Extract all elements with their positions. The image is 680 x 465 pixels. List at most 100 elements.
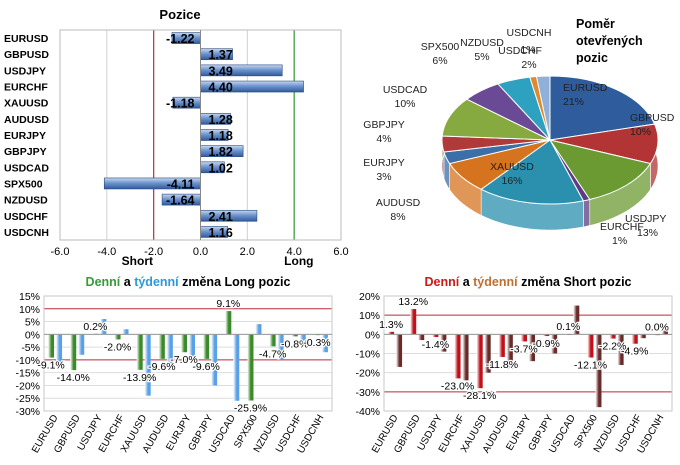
weekly-change-bar — [661, 330, 668, 335]
bar-value-label: 1.16 — [209, 226, 233, 240]
y-tick-label: -10% — [15, 355, 40, 367]
y-tick-label: 0% — [365, 329, 380, 341]
daily-change-bar — [114, 334, 121, 340]
x-tick-label: 0.0 — [193, 246, 208, 258]
data-label: 1.3% — [379, 319, 403, 331]
category-label: USDCAD — [4, 162, 49, 174]
daily-change-bar — [454, 334, 461, 379]
y-tick-label: -25% — [15, 393, 40, 405]
weekly-change-bar — [122, 329, 129, 335]
x-tick-label: 2.0 — [240, 246, 255, 258]
daily-change-bar — [225, 311, 232, 335]
y-tick-label: -5% — [21, 342, 40, 354]
bar-value-label: 1.82 — [209, 145, 233, 159]
daily-change-bar — [410, 309, 417, 335]
data-label: 13.2% — [398, 296, 428, 308]
daily-change-bar — [269, 334, 276, 347]
y-tick-label: -15% — [15, 368, 40, 380]
daily-change-bar — [498, 334, 505, 357]
chart-title-part: a — [120, 275, 134, 289]
data-label: 0.2% — [83, 321, 107, 333]
pie-slice-label: EURUSD — [563, 82, 608, 94]
pie-slice-label: GBPJPY — [363, 119, 404, 131]
y-tick-label: 0% — [25, 329, 40, 341]
daily-change-bar — [521, 334, 527, 342]
pie-slice — [549, 75, 656, 141]
chart-title-part: Denní — [425, 275, 460, 289]
data-label: -0.8% — [281, 338, 308, 350]
weekly-change-bar — [166, 334, 173, 371]
bar-value-label: 3.49 — [209, 64, 233, 78]
weekly-change-bar — [396, 334, 403, 367]
chart-title-part: týdenní — [134, 275, 179, 289]
pie-slice-percent: 10% — [630, 126, 651, 138]
pie-slice — [548, 139, 652, 201]
bar-value-label: -1.18 — [166, 97, 195, 111]
category-label: AUDUSD — [4, 114, 49, 126]
x-tick-label: -4.0 — [97, 246, 116, 258]
pie-slice-label: EURJPY — [363, 157, 404, 169]
chart-title-part: Denní — [86, 275, 121, 289]
data-label: -3.7% — [510, 343, 537, 355]
pie-slice-percent: 3% — [376, 171, 391, 183]
y-tick-label: -30% — [15, 406, 40, 418]
bar-value-label: 1.18 — [209, 129, 233, 143]
pie-slice-label: USDCNH — [507, 27, 552, 39]
category-label: GBPJPY — [4, 146, 47, 158]
data-label: -23.0% — [441, 380, 474, 392]
weekly-change-bar — [529, 334, 535, 362]
weekly-change-bar — [56, 334, 63, 363]
pie-slice-percent: 8% — [390, 211, 405, 223]
data-label: -25.9% — [234, 403, 267, 415]
category-label: USDCHF — [4, 211, 48, 223]
chart-title: Pozice — [159, 7, 200, 22]
category-label: EURCHF — [4, 82, 48, 94]
bar-value-label: -1.22 — [166, 32, 195, 46]
category-label: USDCNH — [4, 227, 49, 239]
chart-title-part: týdenní — [473, 275, 518, 289]
weekly-change-bar — [462, 334, 469, 381]
chart-title: Denní a týdenní změna Short pozic — [425, 275, 632, 289]
weekly-change-bar — [78, 334, 85, 355]
daily-change-bar — [587, 334, 594, 358]
pie-title: otevřených — [576, 34, 643, 48]
weekly-change-bar — [100, 319, 107, 335]
pie-slice-side — [583, 199, 591, 228]
weekly-change-bar — [299, 334, 306, 342]
weekly-change-bar — [189, 334, 195, 360]
pie-slice-label: AUDUSD — [376, 197, 421, 209]
bar-value-label: -4.11 — [167, 177, 195, 191]
weekly-change-bar — [321, 334, 328, 353]
data-label: -13.9% — [123, 372, 156, 384]
data-label: 0.0% — [645, 321, 669, 333]
pie-slice-percent: 2% — [521, 59, 536, 71]
weekly-change-bar — [418, 334, 425, 341]
daily-change-bar — [291, 334, 298, 337]
pie-slice-percent: 16% — [501, 175, 522, 187]
pie-title: Poměr — [576, 17, 615, 31]
daily-change-bar — [631, 334, 638, 344]
pie-title: pozic — [576, 51, 608, 65]
daily-change-bar — [181, 334, 187, 353]
pie-slice-label: SPX500 — [421, 41, 460, 53]
data-label: -4.7% — [259, 348, 286, 360]
bar-value-label: 1.02 — [209, 161, 233, 175]
data-label: -4.9% — [621, 346, 648, 358]
data-label: -14.0% — [57, 372, 90, 384]
weekly-change-bar — [551, 334, 558, 354]
weekly-change-bar — [211, 334, 218, 386]
open-positions-pie-chart: Poměr otevřených pozic EURUSD 21% GBPUSD 10% US… — [363, 17, 674, 247]
y-tick-label: 20% — [359, 291, 380, 303]
daily-change-bar — [48, 334, 55, 358]
short-changes-chart: Denní a týdenní změna Short pozic 20% 10% 0… — [355, 275, 673, 456]
pie-slice-percent: 10% — [394, 98, 415, 110]
data-label: -0.3% — [303, 337, 330, 349]
daily-change-bar — [388, 331, 395, 335]
category-label: GBPUSD — [4, 49, 49, 61]
daily-change-bar — [136, 334, 143, 370]
y-tick-label: 10% — [359, 310, 380, 322]
bar-value-label: 4.40 — [209, 81, 233, 95]
y-tick-label: 10% — [19, 304, 40, 316]
plot-frame — [383, 295, 673, 412]
reference-label-long: Long — [284, 254, 313, 268]
